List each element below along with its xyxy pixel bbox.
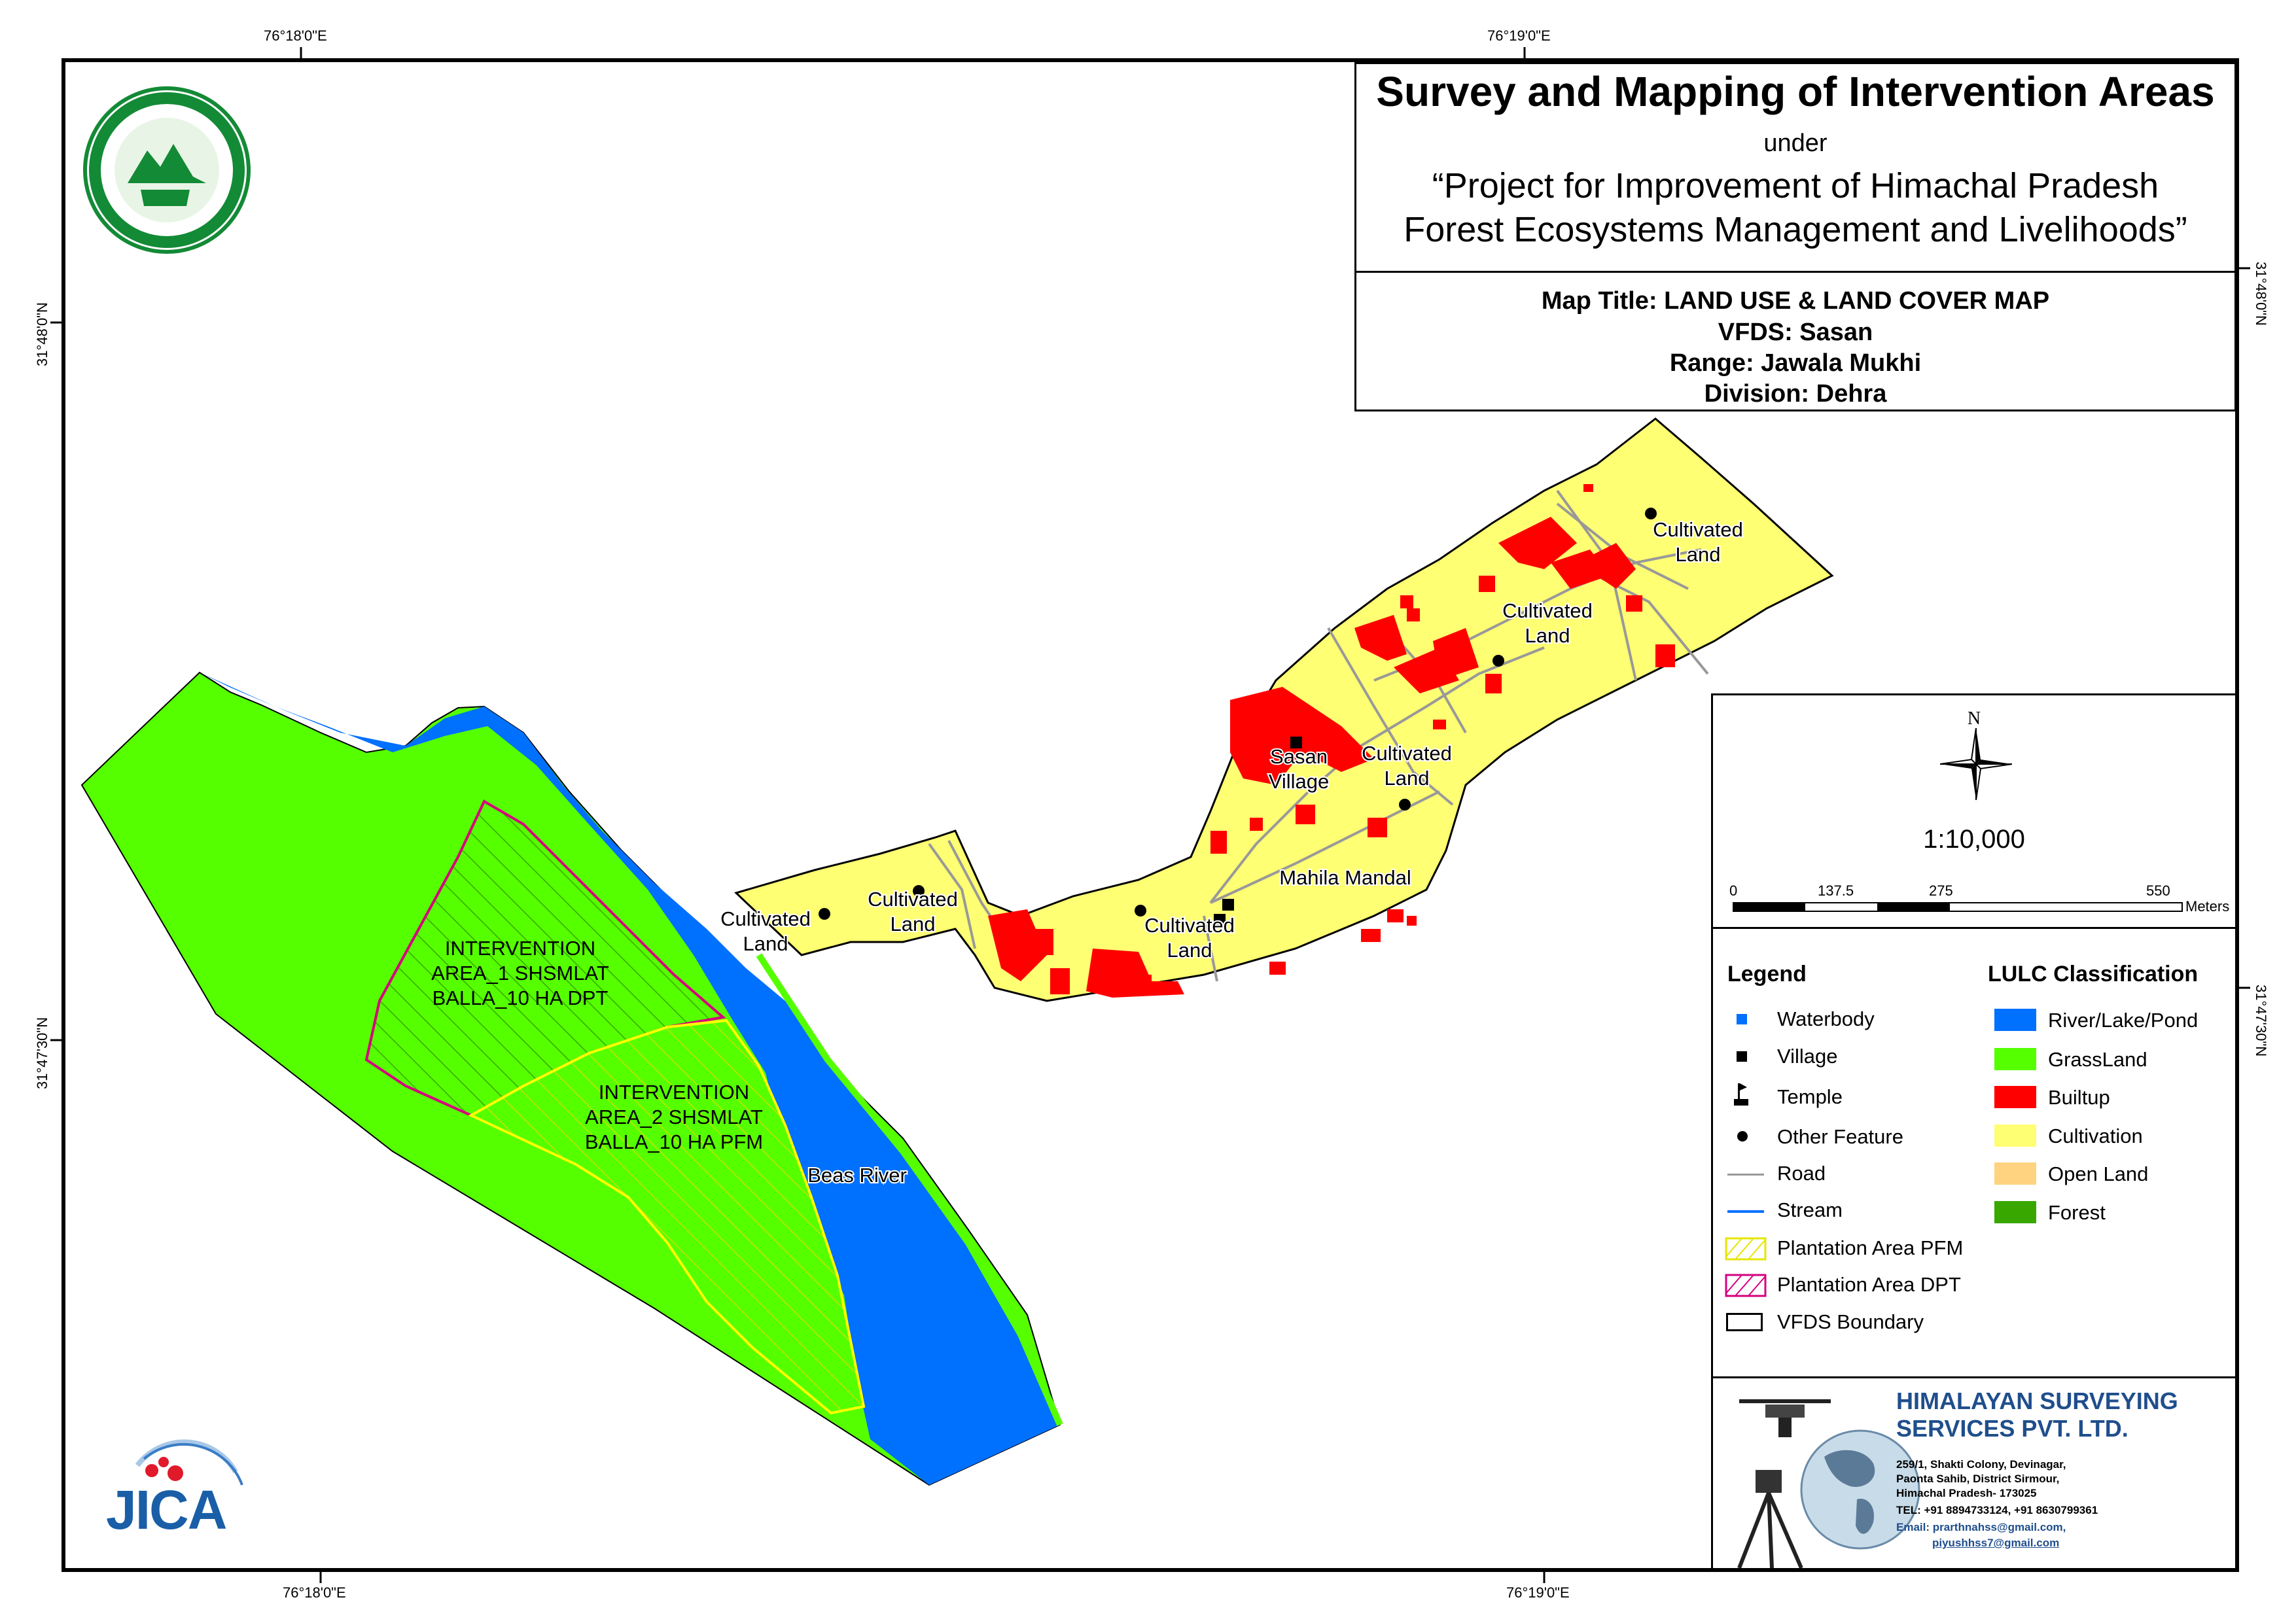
company-panel: HIMALAYAN SURVEYING SERVICES PVT. LTD. 2…	[1711, 1376, 2237, 1570]
legend-stream: Stream	[1777, 1198, 1843, 1221]
forest-department-logo	[79, 85, 255, 255]
point-features	[819, 508, 1657, 926]
map-label-cultivated-4: Cultivated Land	[1362, 742, 1452, 790]
scale-tick-2: 275	[1929, 882, 1953, 899]
division: Division: Dehra	[1704, 380, 1887, 408]
other-feature-icon	[1737, 1131, 1748, 1142]
map-label-sasan-village: Sasan Village	[1269, 745, 1330, 793]
legend-plantation-pfm: Plantation Area PFM	[1777, 1236, 1964, 1259]
coord-bottom-right: 76°19'0"E	[1506, 1584, 1570, 1601]
legend-panel: Legend LULC Classification Waterbody Vil…	[1711, 927, 2237, 1378]
project-line-1: “Project for Improvement of Himachal Pra…	[1432, 166, 2159, 205]
coord-right-bottom: 31°47'30"N	[2253, 985, 2269, 1057]
project-line-2: Forest Ecosystems Management and Livelih…	[1404, 210, 2187, 249]
lulc-river: River/Lake/Pond	[2048, 1009, 2199, 1032]
coord-left-bottom: 31°47'30"N	[34, 1017, 50, 1089]
company-email-1: Email: prarthnahss@gmail.com,	[1896, 1521, 2066, 1533]
map-title: Map Title: LAND USE & LAND COVER MAP	[1541, 287, 2050, 315]
lulc-open-land-swatch	[1994, 1162, 2036, 1185]
waterbody-icon	[1737, 1014, 1747, 1024]
river-bank	[756, 953, 1063, 1426]
builtup-areas	[988, 484, 1675, 998]
map-label-intervention-1: INTERVENTION AREA_1 SHSMLAT BALLA_10 HA DP…	[431, 937, 609, 1009]
lulc-forest: Forest	[2048, 1201, 2106, 1224]
map-label-beas-river: Beas River	[807, 1164, 907, 1187]
stream-icon	[1727, 1210, 1764, 1213]
graticule-ticks	[50, 47, 2250, 1583]
surveyor-drone-globe-icon	[1737, 1399, 1920, 1568]
lulc-cultivation: Cultivation	[2048, 1125, 2143, 1147]
coord-top-left: 76°18'0"E	[264, 27, 327, 44]
coord-right-top: 31°48'0"N	[2253, 262, 2269, 326]
map-label-cultivated-6: Cultivated Land	[1653, 518, 1743, 566]
company-address-3: Himachal Pradesh- 173025	[1896, 1487, 2037, 1499]
map-label-mahila-mandal: Mahila Mandal	[1279, 866, 1411, 889]
company-tel: TEL: +91 8894733124, +91 8630799361	[1896, 1504, 2098, 1516]
under-text: under	[1763, 130, 1828, 157]
village-icon	[1737, 1051, 1747, 1062]
map-labels: Cultivated Land Cultivated Land Cultivated La…	[431, 517, 1744, 1188]
company-name-2: SERVICES PVT. LTD.	[1896, 1415, 2128, 1442]
company-address-1: 259/1, Shakti Colony, Devinagar,	[1896, 1458, 2066, 1471]
temple-icon	[1734, 1083, 1748, 1106]
range: Range: Jawala Mukhi	[1669, 349, 1922, 377]
scale-panel: N 1:10,000 0 137.5 275 550 Meters	[1711, 693, 2237, 929]
map-label-cultivated-2: Cultivated Land	[868, 888, 958, 935]
lulc-builtup: Builtup	[2048, 1086, 2110, 1109]
lulc-title: LULC Classification	[1988, 962, 2199, 986]
lulc-grassland-swatch	[1994, 1048, 2036, 1070]
intervention-area-2	[468, 1019, 866, 1415]
lulc-builtup-swatch	[1994, 1086, 2036, 1108]
map-info-panel: Map Title: LAND USE & LAND COVER MAP VFD…	[1354, 271, 2236, 411]
lulc-cultivation-swatch	[1994, 1125, 2036, 1147]
scale-tick-0: 0	[1729, 882, 1738, 899]
road-icon	[1727, 1174, 1764, 1176]
legend-other-feature: Other Feature	[1777, 1125, 1903, 1148]
vfds: VFDS: Sasan	[1718, 319, 1873, 346]
lulc-open-land: Open Land	[2048, 1162, 2149, 1185]
coord-left-top: 31°48'0"N	[34, 302, 50, 366]
scale-ratio: 1:10,000	[1923, 825, 2025, 854]
legend-plantation-dpt: Plantation Area DPT	[1777, 1273, 1961, 1296]
company-address-2: Paonta Sahib, District Sirmour,	[1896, 1473, 2060, 1485]
main-title: Survey and Mapping of Intervention Areas	[1376, 68, 2215, 115]
lulc-forest-swatch	[1994, 1201, 2036, 1223]
north-label: N	[1967, 708, 1981, 729]
lulc-grassland: GrassLand	[2048, 1048, 2147, 1071]
plantation-pfm-icon	[1725, 1237, 1767, 1261]
scale-tick-1: 137.5	[1818, 882, 1854, 899]
legend-temple: Temple	[1777, 1085, 1843, 1108]
vfds-boundary-icon	[1726, 1313, 1763, 1331]
map-label-cultivated-3: Cultivated Land	[1144, 914, 1235, 962]
legend-waterbody: Waterbody	[1777, 1007, 1875, 1030]
north-arrow-icon	[1940, 728, 2012, 800]
legend-village: Village	[1777, 1045, 1838, 1068]
legend-vfds-boundary: VFDS Boundary	[1777, 1310, 1924, 1333]
company-name-1: HIMALAYAN SURVEYING	[1896, 1387, 2178, 1414]
legend-road: Road	[1777, 1162, 1826, 1185]
jica-text: JICA	[106, 1479, 227, 1541]
map-label-intervention-2: INTERVENTION AREA_2 SHSMLAT BALLA_10 HA PF…	[585, 1081, 763, 1153]
legend-title: Legend	[1727, 962, 1807, 986]
title-panel: Survey and Mapping of Intervention Areas…	[1354, 62, 2236, 273]
plantation-dpt-icon	[1725, 1274, 1767, 1297]
scale-tick-3: 550	[2146, 882, 2170, 899]
coord-bottom-left: 76°18'0"E	[283, 1584, 346, 1601]
beas-river	[200, 672, 1060, 1485]
lulc-river-swatch	[1994, 1009, 2036, 1031]
jica-logo: JICA	[98, 1426, 249, 1550]
map-label-cultivated-1: Cultivated Land	[720, 907, 811, 955]
company-email-2: piyushhss7@gmail.com	[1932, 1537, 2060, 1549]
map-label-cultivated-5: Cultivated Land	[1502, 599, 1593, 647]
coord-top-right: 76°19'0"E	[1487, 27, 1551, 44]
scale-bar	[1733, 902, 2183, 912]
scale-unit: Meters	[2185, 898, 2230, 915]
